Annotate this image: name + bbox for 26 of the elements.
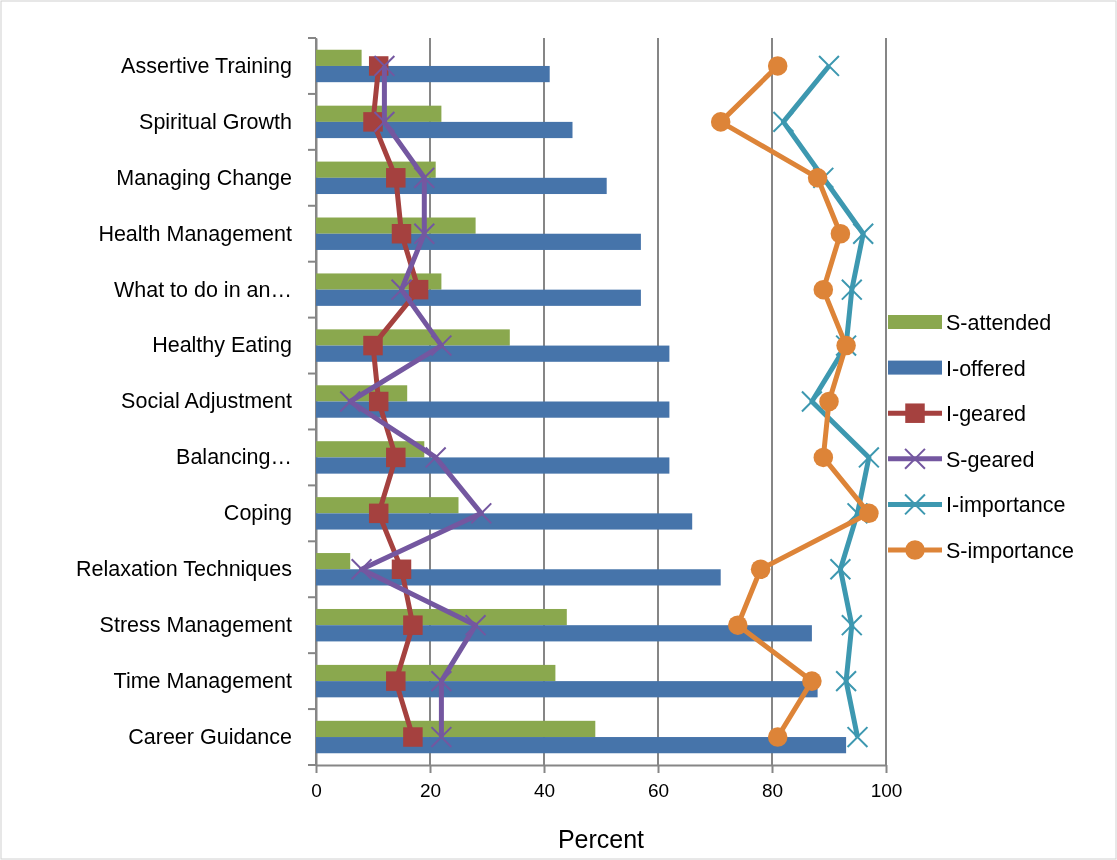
legend-label: S-geared: [946, 447, 1035, 472]
x-tick-label: 100: [870, 779, 903, 801]
x-tick-label: 60: [647, 779, 670, 801]
x-tick-label: 40: [533, 779, 556, 801]
y-tick-label: Social Adjustment: [121, 389, 293, 414]
y-tick-label: Health Management: [98, 221, 293, 246]
y-tick-label: Coping: [223, 501, 292, 526]
y-tick-label: Assertive Training: [121, 53, 292, 78]
x-axis-title: Percent: [557, 825, 645, 853]
legend-label: I-geared: [946, 402, 1027, 427]
y-tick-label: Career Guidance: [128, 724, 292, 749]
legend-label: I-offered: [946, 356, 1026, 381]
y-tick-label: Stress Management: [99, 613, 293, 638]
y-tick-label: Healthy Eating: [152, 333, 292, 358]
y-tick-label: Relaxation Techniques: [76, 557, 292, 582]
x-tick-label: 80: [761, 779, 784, 801]
y-tick-label: What to do in an…: [113, 277, 292, 302]
legend-label: I-importance: [946, 493, 1066, 518]
legend-label: S-attended: [946, 311, 1052, 335]
legend-label: S-importance: [946, 539, 1074, 563]
x-tick-label: 20: [419, 779, 442, 801]
x-tick-label: 0: [311, 779, 322, 801]
y-tick-label: Managing Change: [116, 165, 292, 190]
y-tick-label: Balancing…: [176, 445, 292, 470]
y-tick-label: Spiritual Growth: [139, 109, 292, 134]
y-tick-label: Time Management: [113, 669, 293, 693]
